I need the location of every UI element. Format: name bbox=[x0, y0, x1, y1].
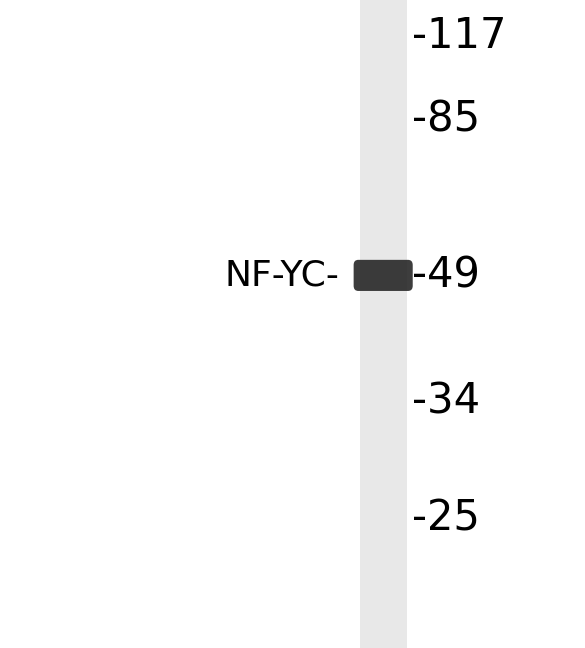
Text: -34: -34 bbox=[412, 381, 480, 422]
Text: -49: -49 bbox=[412, 255, 480, 296]
Text: -85: -85 bbox=[412, 99, 480, 141]
Text: -25: -25 bbox=[412, 498, 480, 539]
FancyBboxPatch shape bbox=[353, 260, 413, 291]
Bar bbox=[360, 0, 407, 648]
Text: -117: -117 bbox=[412, 15, 507, 56]
Text: NF-YC-: NF-YC- bbox=[225, 259, 339, 292]
